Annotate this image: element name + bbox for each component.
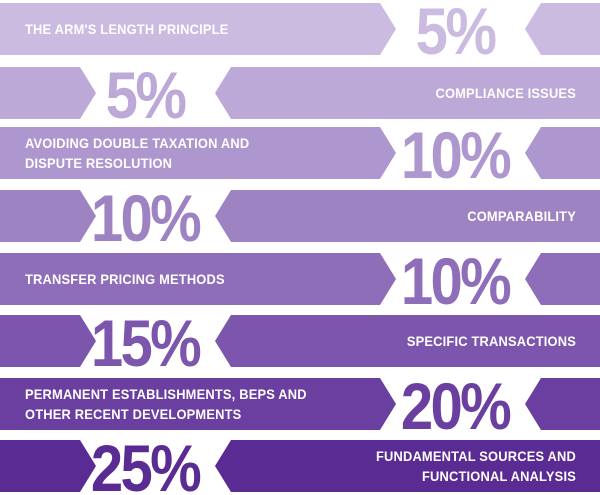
percent-value: 15% (90, 306, 202, 380)
row-2-label-band (215, 67, 600, 119)
percent-value: 5% (105, 58, 187, 132)
percent-value: 20% (400, 369, 512, 443)
percent-value: 10% (400, 244, 512, 318)
row-2-start-band (0, 67, 96, 119)
row-3-end-band (525, 127, 600, 179)
category-label: PERMANENT ESTABLISHMENTS, BEPS AND OTHER… (25, 386, 307, 422)
row-8-start-band (0, 440, 96, 492)
category-label: AVOIDING DOUBLE TAXATION AND DISPUTE RES… (25, 135, 250, 171)
row-6-start-band (0, 315, 96, 367)
row-5-end-band (525, 253, 600, 305)
row-3-label-band (0, 127, 396, 179)
row-1-end-band (525, 3, 600, 55)
category-label: COMPLIANCE ISSUES (435, 85, 576, 101)
row-4-label-band (215, 190, 600, 242)
category-label: TRANSFER PRICING METHODS (25, 271, 225, 287)
row-8-label-band (215, 440, 600, 492)
category-label: COMPARABILITY (467, 208, 576, 224)
row-5-label-band (0, 253, 396, 305)
percent-value: 10% (90, 181, 202, 255)
percent-value: 25% (90, 431, 202, 495)
category-label: FUNDAMENTAL SOURCES AND FUNCTIONAL ANALY… (375, 448, 576, 484)
row-4-start-band (0, 190, 96, 242)
percent-value: 5% (415, 0, 497, 68)
category-label: SPECIFIC TRANSACTIONS (406, 333, 576, 349)
row-7-end-band (525, 378, 600, 430)
category-label: THE ARM'S LENGTH PRINCIPLE (25, 21, 229, 37)
row-1-label-band (0, 3, 396, 55)
row-6-label-band (215, 315, 600, 367)
row-7-label-band (0, 378, 396, 430)
percent-value: 10% (400, 118, 512, 192)
